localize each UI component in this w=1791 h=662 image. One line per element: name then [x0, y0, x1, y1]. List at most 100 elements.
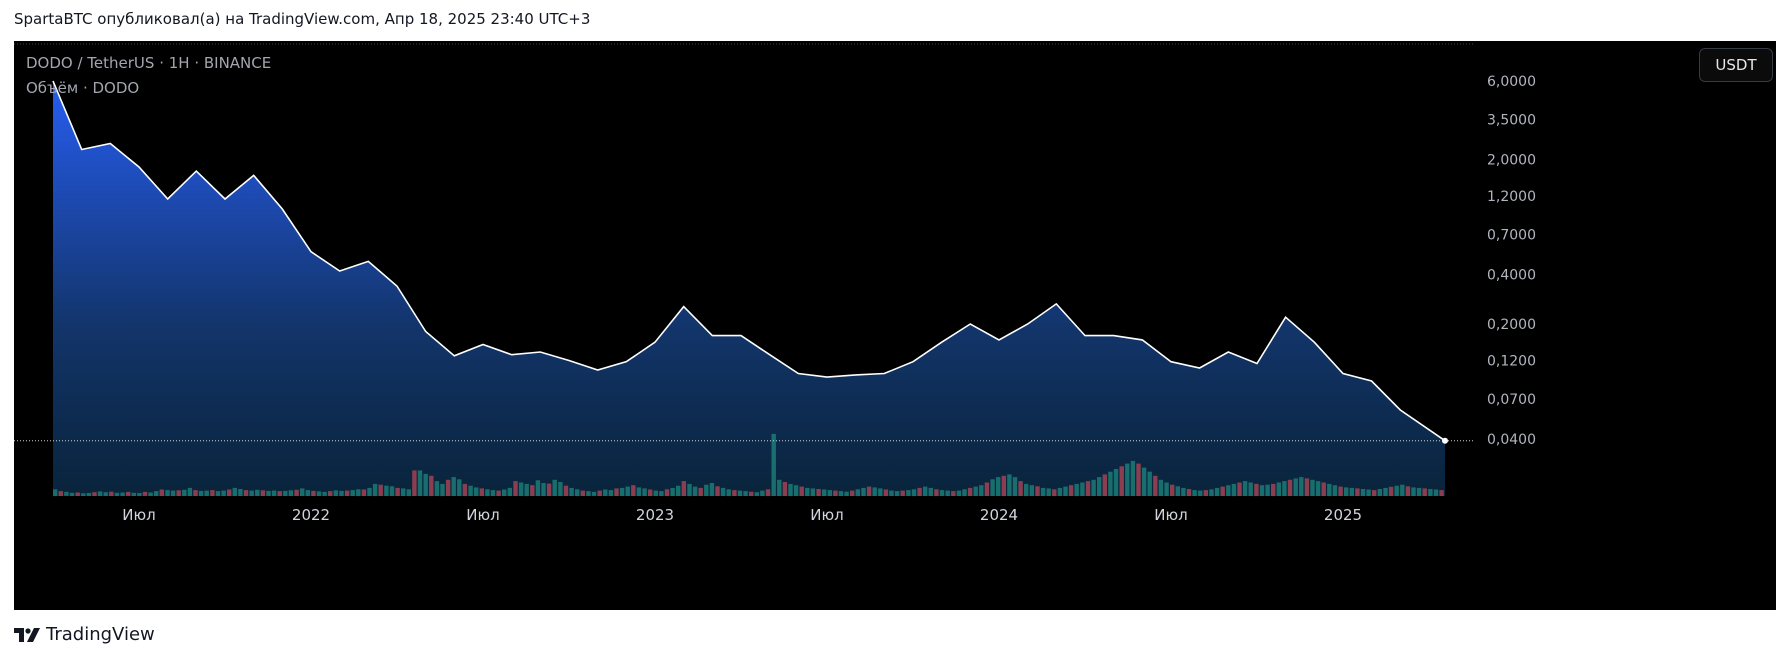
volume-bar [546, 483, 552, 496]
volume-bar [872, 487, 877, 496]
currency-button[interactable]: USDT [1699, 48, 1773, 82]
volume-legend[interactable]: Объём · DODO [26, 79, 140, 97]
volume-bar [659, 491, 664, 496]
price-axis-tick: 1,2000 [1487, 189, 1536, 205]
volume-bar [631, 485, 636, 496]
tradingview-logo[interactable]: TradingView [14, 624, 155, 645]
volume-bar [771, 433, 776, 496]
volume-bar [457, 479, 462, 496]
volume-bar [1035, 486, 1040, 496]
price-axis-tick: 0,0400 [1487, 432, 1536, 448]
tradingview-logo-icon [14, 627, 40, 642]
volume-bar [243, 490, 249, 496]
volume-bar [1164, 482, 1169, 496]
volume-bar [743, 491, 748, 496]
volume-bar [923, 486, 928, 496]
volume-bar [906, 490, 911, 496]
volume-bar [1383, 487, 1388, 496]
volume-bar [1299, 477, 1304, 496]
price-chart[interactable]: 6,0000 3,5000 2,0000 1,2000 0,7000 0,4000 0,20… [14, 41, 1776, 610]
volume-bar [1321, 482, 1326, 496]
volume-bar [1422, 488, 1427, 496]
volume-bar [692, 486, 698, 496]
volume-bar [625, 486, 630, 496]
volume-bar [429, 475, 434, 497]
volume-bar [676, 485, 681, 496]
volume-bar [866, 486, 872, 496]
volume-bar [1125, 463, 1130, 496]
symbol-legend[interactable]: DODO / TetherUS · 1H · BINANCE [26, 54, 272, 72]
volume-bar [92, 492, 97, 496]
time-axis-tick: 2023 [636, 506, 674, 524]
price-axis[interactable]: 6,0000 3,5000 2,0000 1,2000 0,7000 0,4000 0,20… [1487, 74, 1536, 448]
volume-bar [1304, 478, 1310, 496]
volume-bar [316, 491, 322, 496]
volume-bar [86, 493, 92, 496]
volume-bar [709, 483, 715, 496]
volume-bar [69, 492, 75, 496]
volume-bar [176, 490, 181, 496]
volume-bar [114, 492, 120, 496]
volume-bar [1080, 482, 1085, 496]
volume-bar [1192, 490, 1197, 496]
publish-info: SpartaBTC опубликовал(а) на TradingView.… [14, 10, 591, 28]
volume-bar [210, 490, 215, 496]
volume-bar [720, 487, 726, 496]
volume-bar [563, 485, 569, 496]
volume-bar [53, 489, 58, 497]
volume-bar [636, 487, 642, 496]
volume-bar [401, 488, 406, 496]
volume-bar [120, 492, 125, 496]
brand-label: TradingView [46, 624, 155, 645]
volume-bar [726, 489, 731, 497]
volume-bar [1226, 485, 1231, 496]
volume-bar [844, 491, 849, 496]
volume-bar [956, 490, 962, 496]
volume-bar [97, 491, 103, 496]
time-axis[interactable]: Июл 2022 Июл 2023 Июл 2024 Июл 2025 [122, 506, 1362, 524]
volume-bar [1416, 487, 1422, 496]
volume-bar [159, 489, 164, 496]
volume-bar [1411, 487, 1416, 496]
volume-bar [855, 489, 860, 497]
volume-bar [664, 489, 670, 497]
volume-bar [1433, 489, 1439, 496]
volume-bar [502, 489, 507, 496]
volume-bar [215, 491, 221, 496]
price-axis-tick: 6,0000 [1487, 74, 1536, 90]
price-axis-tick: 0,4000 [1487, 267, 1536, 283]
time-axis-tick: 2024 [980, 506, 1018, 524]
volume-bar [496, 490, 501, 496]
volume-bar [1248, 482, 1253, 496]
volume-bar [126, 491, 131, 496]
volume-bar [468, 485, 473, 496]
volume-bar [462, 483, 468, 497]
volume-bar [838, 491, 844, 496]
volume-bar [333, 490, 338, 496]
volume-bar [777, 479, 782, 496]
time-axis-tick: Июл [1154, 506, 1187, 524]
chart-area[interactable]: 6,0000 3,5000 2,0000 1,2000 0,7000 0,4000 0,20… [14, 41, 1776, 610]
volume-bar [305, 490, 310, 496]
volume-bar [597, 490, 602, 496]
volume-bar [1018, 481, 1023, 496]
volume-bar [221, 490, 226, 496]
volume-bar [619, 487, 625, 496]
volume-bar [1040, 487, 1046, 496]
volume-bar [434, 481, 440, 496]
volume-bar [591, 491, 597, 496]
volume-bar [384, 485, 389, 496]
volume-bar [833, 490, 838, 496]
volume-bar [1214, 487, 1220, 496]
volume-bar [451, 477, 456, 496]
volume-bar [322, 491, 327, 496]
volume-bar [1024, 483, 1029, 497]
price-axis-tick: 0,0700 [1487, 392, 1536, 408]
volume-bar [816, 489, 821, 496]
volume-bar [754, 492, 759, 496]
volume-bar [945, 490, 950, 496]
volume-bar [137, 493, 142, 496]
volume-bar [350, 490, 355, 496]
volume-bar [1203, 490, 1208, 496]
volume-bar [1029, 485, 1034, 496]
